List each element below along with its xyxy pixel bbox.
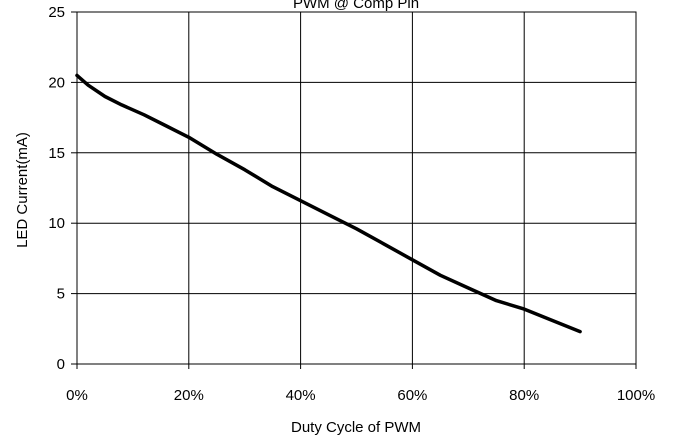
y-tick-label: 20 <box>48 74 65 91</box>
y-tick-label: 10 <box>48 215 65 232</box>
y-tick-label: 5 <box>57 286 65 303</box>
y-tick-label: 15 <box>48 145 65 162</box>
y-tick-label: 0 <box>57 356 65 373</box>
x-axis-ticks: 0% 20% 40% 60% 80% 100% <box>66 364 655 404</box>
chart-grid <box>76 11 637 365</box>
x-axis-label: Duty Cycle of PWM <box>291 419 421 436</box>
x-tick-label: 0% <box>66 387 88 404</box>
series-line-led-current <box>75 73 582 334</box>
x-tick-label: 60% <box>397 387 427 404</box>
chart-title: PWM @ Comp Pin <box>293 0 419 12</box>
x-tick-label: 80% <box>509 387 539 404</box>
y-axis-ticks: 0 5 10 15 20 25 <box>48 4 77 373</box>
plot-area-frame <box>76 11 637 365</box>
y-axis-label: LED Current(mA) <box>14 132 31 248</box>
x-tick-label: 20% <box>174 387 204 404</box>
y-tick-label: 25 <box>48 4 65 21</box>
x-tick-label: 100% <box>617 387 655 404</box>
x-tick-label: 40% <box>286 387 316 404</box>
